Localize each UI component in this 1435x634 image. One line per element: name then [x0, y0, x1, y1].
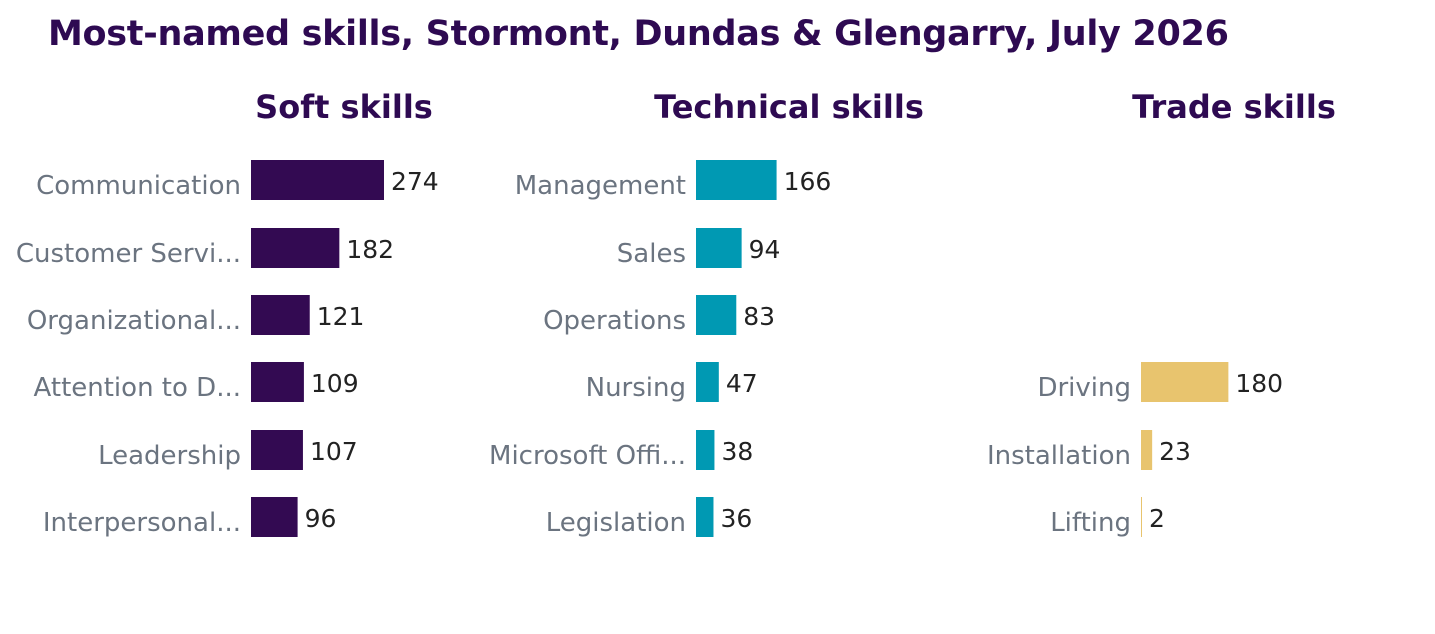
panel-title: Trade skills	[1132, 88, 1336, 126]
value-label: 2	[1149, 504, 1165, 533]
bar	[1141, 362, 1229, 402]
panel-title: Soft skills	[255, 88, 433, 126]
value-label: 109	[311, 369, 359, 398]
category-label: Management	[515, 171, 686, 201]
value-label: 180	[1235, 369, 1283, 398]
value-label: 121	[317, 302, 365, 331]
value-label: 166	[784, 167, 832, 196]
category-label: Lifting	[1050, 508, 1131, 538]
category-label: Leadership	[98, 441, 241, 471]
category-label: Legislation	[546, 508, 686, 538]
category-label: Customer Servi...	[16, 239, 241, 269]
category-label: Installation	[987, 441, 1131, 471]
category-label: Sales	[617, 239, 686, 269]
value-label: 83	[743, 302, 775, 331]
bar	[1141, 430, 1153, 470]
bar	[251, 295, 310, 335]
value-label: 274	[391, 167, 439, 196]
bar	[696, 160, 777, 200]
bar	[251, 228, 340, 268]
bar	[251, 160, 384, 200]
value-label: 38	[721, 437, 753, 466]
bar	[251, 362, 304, 402]
bar	[696, 228, 742, 268]
category-label: Communication	[36, 171, 241, 201]
bar	[696, 430, 715, 470]
value-label: 107	[310, 437, 358, 466]
panel-title: Technical skills	[654, 88, 924, 126]
bar	[696, 295, 737, 335]
value-label: 23	[1159, 437, 1191, 466]
bar	[1141, 497, 1142, 537]
value-label: 94	[749, 235, 781, 264]
bar	[696, 362, 719, 402]
category-label: Operations	[543, 306, 686, 336]
bar	[251, 430, 303, 470]
bar	[251, 497, 298, 537]
bar	[696, 497, 714, 537]
value-label: 96	[305, 504, 337, 533]
category-label: Attention to D...	[34, 373, 241, 403]
chart-title: Most-named skills, Stormont, Dundas & Gl…	[48, 14, 1229, 54]
category-label: Nursing	[586, 373, 686, 403]
value-label: 36	[720, 504, 752, 533]
value-label: 47	[726, 369, 758, 398]
category-label: Organizational...	[27, 306, 241, 336]
value-label: 182	[346, 235, 394, 264]
category-label: Interpersonal...	[43, 508, 241, 538]
category-label: Microsoft Offi...	[489, 441, 686, 471]
category-label: Driving	[1037, 373, 1131, 403]
